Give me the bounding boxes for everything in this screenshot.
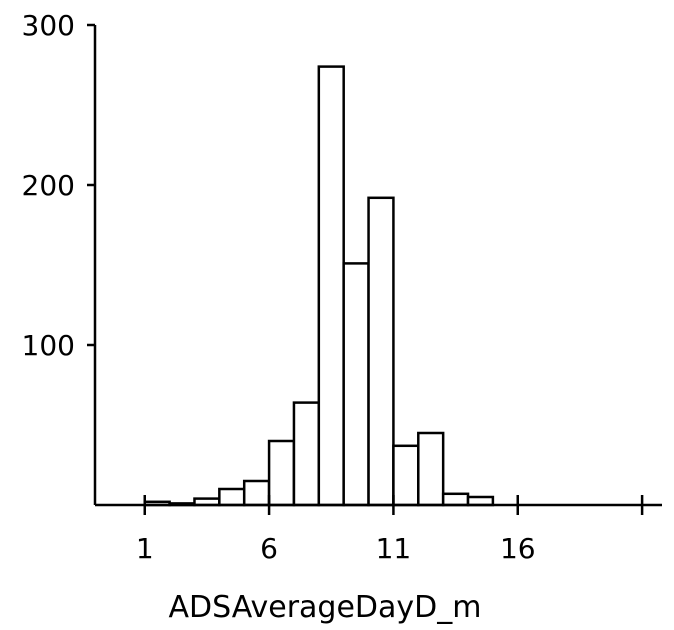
- histogram-bars: [143, 65, 495, 507]
- axes: [87, 23, 662, 515]
- histogram-bar-10: [392, 444, 420, 507]
- x-tick-label-16: 16: [500, 532, 536, 565]
- histogram-bar-5: [267, 439, 296, 507]
- x-axis-title: ADSAverageDayD_m: [169, 590, 482, 625]
- histogram-bar-4: [242, 479, 271, 507]
- histogram-bar-6: [292, 401, 321, 507]
- y-tick-label-300: 300: [22, 9, 75, 42]
- y-tick-label-200: 200: [22, 169, 75, 202]
- x-tick-label-11: 11: [376, 532, 412, 565]
- x-tick-label-6: 6: [260, 532, 278, 565]
- histogram-bar-9: [367, 196, 395, 507]
- x-tick-label-1: 1: [136, 532, 154, 565]
- histogram-bar-12: [441, 492, 470, 507]
- y-tick-label-100: 100: [22, 329, 75, 362]
- histogram-bar-11: [417, 431, 445, 507]
- histogram-bar-7: [317, 65, 345, 507]
- histogram-bar-3: [218, 487, 246, 507]
- histogram-bar-8: [342, 262, 370, 507]
